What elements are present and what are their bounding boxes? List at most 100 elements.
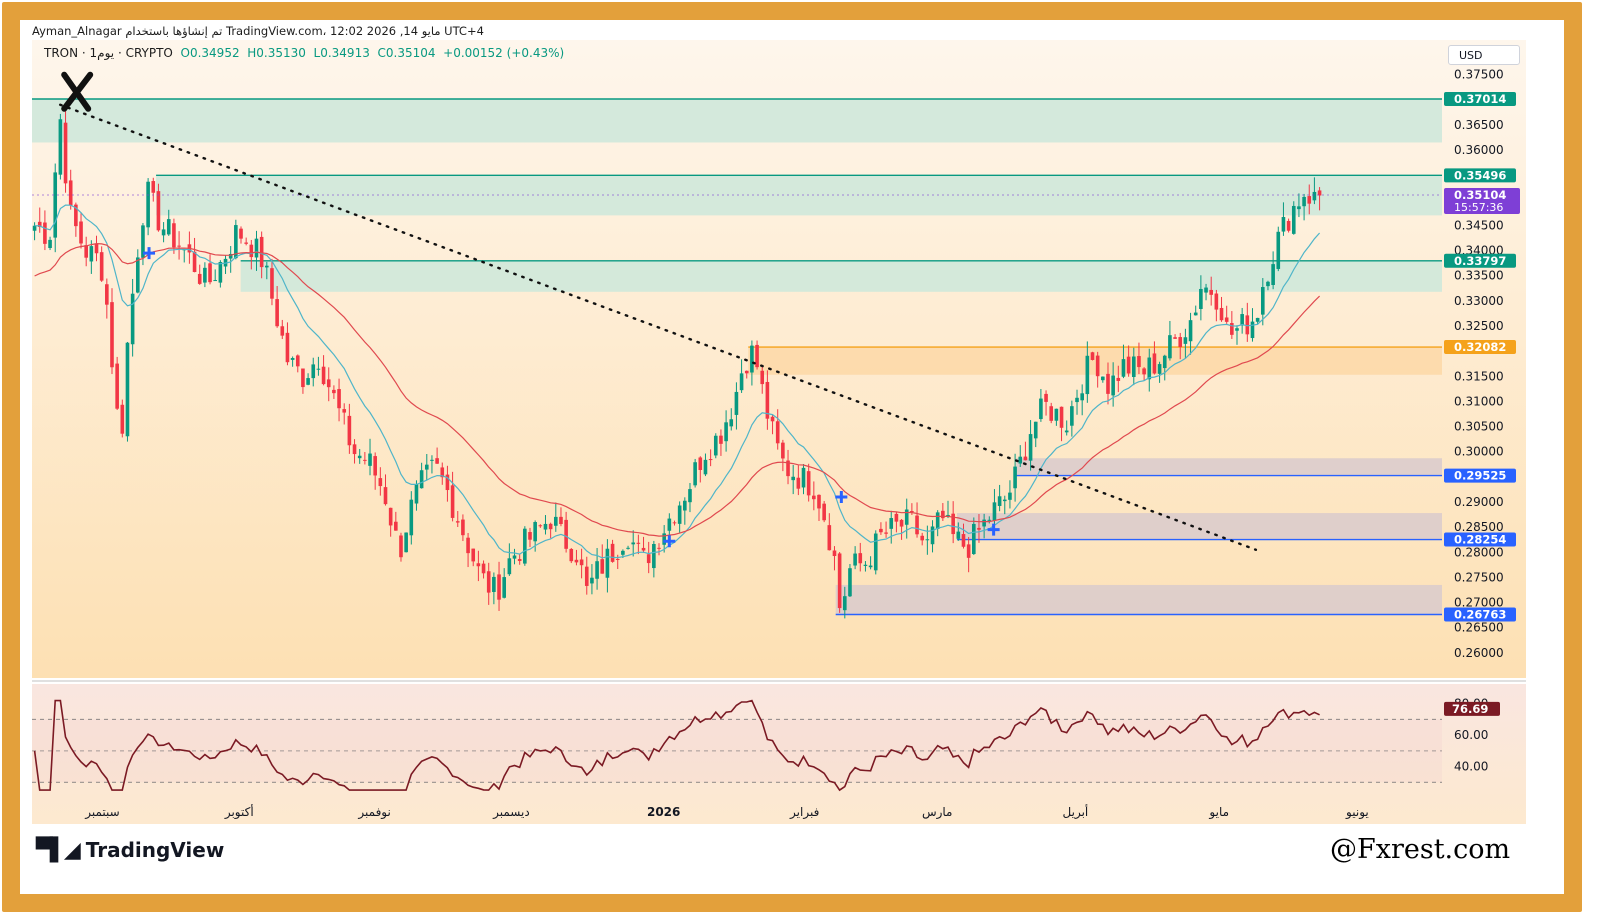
candle-body [941,510,945,519]
y-axis-tick: 0.26500 [1454,621,1504,635]
candle-body [992,502,997,521]
candle-body [538,525,543,527]
candle-body [409,499,414,536]
candle-body [1188,320,1193,342]
candle-body [1018,456,1023,464]
price-level-label-bg [1444,607,1516,622]
candle-body [440,467,445,478]
candle-body [517,559,522,561]
candle-body [786,460,790,477]
candle-body [956,531,961,539]
candle-body [466,537,470,554]
candle-body [1297,206,1301,210]
candle-body [1152,353,1157,374]
candle-body [1178,337,1183,348]
candle-body [404,532,408,553]
candle-body [982,519,986,527]
candle-body [105,284,109,305]
candle-body [89,246,94,262]
candle-body [1044,393,1048,402]
candle-body [817,494,821,509]
candle-body [79,221,83,244]
candle-body [935,512,940,529]
symbol-label[interactable]: TRON · 1يوم · CRYPTO [44,46,173,60]
x-axis-label: مايو [1208,805,1229,820]
candle-body [357,455,362,459]
candle-body [347,415,352,446]
candle-body [342,409,347,413]
ema-slow-line [34,242,1321,537]
candle-body [920,535,925,541]
price-level-label: 0.26763 [1454,607,1506,621]
x-axis-label: 2026 [647,805,680,819]
x-axis-label: مارس [922,805,953,820]
cross-signal-marker [835,490,848,503]
candle-body [84,245,88,258]
candle-body [812,495,816,500]
candle-body [595,561,599,579]
candle-body [523,528,527,564]
candle-body [631,542,636,545]
candle-body [1147,357,1152,380]
candle-body [801,467,806,488]
candle-body [259,236,264,268]
candle-body [672,522,677,524]
candle-body [1317,190,1322,196]
candle-body [713,435,718,456]
candle-body [1209,289,1214,295]
candle-body [218,262,223,283]
candle-body [1101,376,1105,381]
candle-body [141,225,145,258]
candle-body [414,484,419,504]
y-axis-tick: 0.29000 [1454,495,1504,509]
candle-body [951,513,955,535]
currency-selector[interactable]: USD [1448,45,1520,65]
candle-body [729,419,734,427]
candle-body [430,459,434,461]
candle-body [775,421,780,444]
candle-body [492,576,496,592]
candle-body [1173,337,1177,339]
y-axis-tick: 0.28500 [1454,520,1504,534]
candle-body [1137,356,1141,368]
candle-body [1064,430,1069,433]
candle-body [997,496,1002,506]
candle-body [1230,323,1234,335]
candle-body [791,476,795,481]
zone-teal [32,99,1442,143]
candle-body [610,543,615,562]
candle-body [1085,355,1090,395]
candle-body [925,539,930,541]
candle-body [130,293,135,345]
candle-body [698,457,703,471]
ema-fast-line [34,204,1321,559]
candle-body [321,366,326,385]
candle-body [719,435,723,444]
ohlc-low: L0.34913 [313,46,370,60]
candle-body [904,509,909,525]
y-axis-tick: 0.27500 [1454,570,1504,584]
candle-body [553,516,558,526]
candle-body [234,225,238,259]
candle-body [842,596,847,611]
candle-body [600,559,605,574]
candle-body [373,456,377,476]
candle-body [476,563,481,567]
candle-body [1224,317,1229,322]
candle-body [693,462,697,486]
candle-body [677,505,682,524]
candle-body [383,487,388,505]
candle-body [899,519,904,527]
candle-body [1214,293,1219,310]
x-axis-label: يونيو [1345,805,1369,820]
rsi-line [33,699,1320,792]
candle-body [770,416,775,422]
candle-body [306,378,310,385]
candle-body [1302,196,1306,207]
zone-orange [748,347,1442,375]
price-level-label: 0.35496 [1454,168,1506,182]
candle-body [213,280,218,282]
candle-body [884,532,888,534]
candle-body [399,535,403,558]
